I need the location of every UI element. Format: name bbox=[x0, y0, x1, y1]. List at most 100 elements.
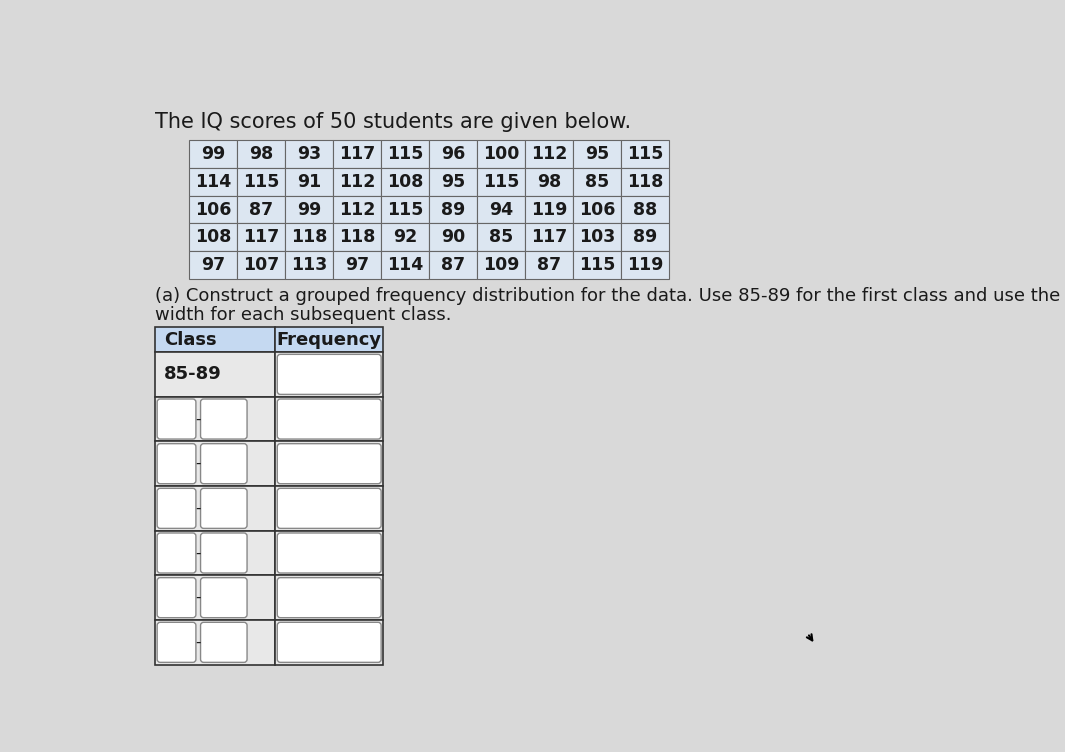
Text: 100: 100 bbox=[484, 145, 520, 163]
Text: 119: 119 bbox=[531, 201, 568, 219]
Bar bbox=[275, 531, 383, 575]
Bar bbox=[477, 223, 525, 251]
Bar bbox=[525, 196, 573, 223]
Text: 107: 107 bbox=[243, 256, 279, 274]
Text: The IQ scores of 50 students are given below.: The IQ scores of 50 students are given b… bbox=[154, 112, 630, 132]
Text: 91: 91 bbox=[297, 173, 322, 191]
Text: Class: Class bbox=[164, 331, 217, 349]
Text: -: - bbox=[196, 590, 201, 605]
Bar bbox=[573, 223, 621, 251]
Text: 115: 115 bbox=[579, 256, 616, 274]
Text: 88: 88 bbox=[634, 201, 657, 219]
Bar bbox=[573, 251, 621, 279]
FancyBboxPatch shape bbox=[200, 533, 247, 573]
Text: 89: 89 bbox=[441, 201, 465, 219]
Bar bbox=[189, 141, 237, 168]
Bar bbox=[381, 251, 429, 279]
Bar bbox=[333, 141, 381, 168]
Text: 108: 108 bbox=[195, 229, 231, 247]
Bar bbox=[154, 441, 275, 486]
Bar bbox=[285, 223, 333, 251]
Bar bbox=[189, 196, 237, 223]
Bar bbox=[621, 196, 670, 223]
Bar bbox=[381, 168, 429, 196]
Text: 98: 98 bbox=[249, 145, 273, 163]
FancyBboxPatch shape bbox=[158, 623, 196, 663]
Text: 99: 99 bbox=[201, 145, 225, 163]
FancyBboxPatch shape bbox=[277, 399, 381, 439]
Text: 115: 115 bbox=[484, 173, 520, 191]
Bar bbox=[285, 168, 333, 196]
FancyBboxPatch shape bbox=[277, 578, 381, 617]
Bar bbox=[237, 196, 285, 223]
Text: -: - bbox=[196, 545, 201, 560]
Bar bbox=[381, 141, 429, 168]
Text: 114: 114 bbox=[195, 173, 231, 191]
Text: 87: 87 bbox=[537, 256, 561, 274]
Text: 85-89: 85-89 bbox=[164, 365, 222, 384]
Text: 106: 106 bbox=[195, 201, 231, 219]
Bar bbox=[275, 620, 383, 665]
Text: 114: 114 bbox=[387, 256, 423, 274]
Text: width for each subsequent class.: width for each subsequent class. bbox=[154, 306, 452, 324]
Bar bbox=[154, 327, 275, 352]
Text: 115: 115 bbox=[627, 145, 663, 163]
FancyBboxPatch shape bbox=[158, 444, 196, 484]
Bar bbox=[381, 223, 429, 251]
Bar bbox=[237, 168, 285, 196]
Bar bbox=[621, 251, 670, 279]
Bar bbox=[275, 397, 383, 441]
Bar bbox=[525, 168, 573, 196]
Bar bbox=[429, 168, 477, 196]
Text: 109: 109 bbox=[484, 256, 520, 274]
Text: 118: 118 bbox=[339, 229, 375, 247]
Bar bbox=[477, 168, 525, 196]
Text: 85: 85 bbox=[489, 229, 513, 247]
Text: Frequency: Frequency bbox=[277, 331, 381, 349]
Bar bbox=[275, 575, 383, 620]
FancyBboxPatch shape bbox=[158, 533, 196, 573]
Bar bbox=[154, 531, 275, 575]
Text: 108: 108 bbox=[387, 173, 424, 191]
Text: 115: 115 bbox=[387, 145, 424, 163]
Text: 87: 87 bbox=[441, 256, 465, 274]
Bar bbox=[573, 168, 621, 196]
Bar bbox=[285, 141, 333, 168]
Text: 94: 94 bbox=[489, 201, 513, 219]
Bar bbox=[237, 251, 285, 279]
FancyBboxPatch shape bbox=[200, 578, 247, 617]
Bar bbox=[154, 575, 275, 620]
Bar bbox=[621, 168, 670, 196]
Text: 85: 85 bbox=[586, 173, 609, 191]
FancyBboxPatch shape bbox=[277, 533, 381, 573]
FancyBboxPatch shape bbox=[158, 488, 196, 529]
FancyBboxPatch shape bbox=[200, 444, 247, 484]
Bar bbox=[189, 223, 237, 251]
Text: 112: 112 bbox=[339, 173, 375, 191]
Bar bbox=[237, 223, 285, 251]
Bar bbox=[525, 223, 573, 251]
Text: -: - bbox=[196, 635, 201, 650]
Bar bbox=[333, 196, 381, 223]
Text: 87: 87 bbox=[249, 201, 273, 219]
Text: 99: 99 bbox=[297, 201, 322, 219]
Text: 97: 97 bbox=[201, 256, 225, 274]
Bar bbox=[333, 251, 381, 279]
FancyBboxPatch shape bbox=[158, 399, 196, 439]
Bar bbox=[525, 141, 573, 168]
Bar bbox=[477, 251, 525, 279]
Text: 106: 106 bbox=[579, 201, 616, 219]
Text: -: - bbox=[196, 456, 201, 472]
Text: 118: 118 bbox=[291, 229, 327, 247]
Bar bbox=[381, 196, 429, 223]
Text: 117: 117 bbox=[339, 145, 375, 163]
Bar bbox=[333, 223, 381, 251]
Bar bbox=[285, 251, 333, 279]
Text: 98: 98 bbox=[537, 173, 561, 191]
Bar bbox=[189, 251, 237, 279]
Bar bbox=[154, 620, 275, 665]
Text: 97: 97 bbox=[345, 256, 370, 274]
Bar bbox=[429, 251, 477, 279]
Bar bbox=[429, 196, 477, 223]
Bar bbox=[477, 141, 525, 168]
